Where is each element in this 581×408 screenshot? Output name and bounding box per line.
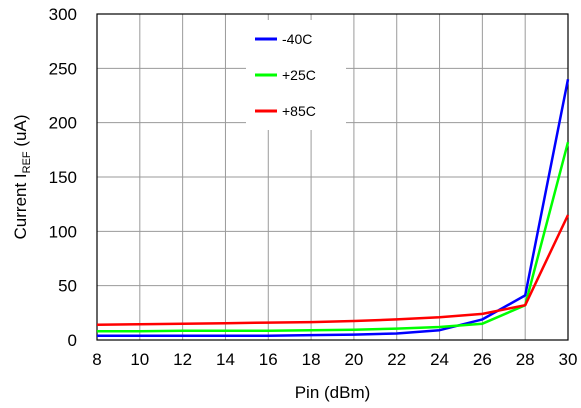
y-tick-label: 300 — [49, 5, 77, 24]
y-tick-label: 50 — [58, 277, 77, 296]
y-axis-label-subscript: REF — [21, 151, 33, 173]
series-line — [96, 214, 570, 327]
y-axis-label-main: Current I — [11, 173, 30, 239]
y-tick-label: 0 — [68, 331, 77, 350]
x-tick-label: 14 — [216, 350, 235, 369]
y-tick-label: 250 — [49, 59, 77, 78]
x-tick-label: 10 — [130, 350, 149, 369]
x-tick-label: 18 — [302, 350, 321, 369]
legend: -40C +25C +85C — [246, 20, 346, 130]
y-tick-label: 100 — [49, 222, 77, 241]
x-tick-label: 22 — [387, 350, 406, 369]
x-tick-label: 28 — [516, 350, 535, 369]
y-axis-label-unit: (uA) — [11, 115, 30, 152]
y-axis-ticks: 0 50 100 150 200 250 300 — [49, 5, 77, 350]
legend-label: -40C — [282, 31, 312, 47]
legend-label: +25C — [282, 67, 316, 83]
x-tick-label: 20 — [344, 350, 363, 369]
y-tick-label: 150 — [49, 168, 77, 187]
x-tick-label: 12 — [173, 350, 192, 369]
x-tick-label: 24 — [430, 350, 449, 369]
y-axis-label: Current IREF (uA) — [11, 115, 33, 240]
y-tick-label: 200 — [49, 114, 77, 133]
legend-label: +85C — [282, 103, 316, 119]
x-tick-label: 16 — [259, 350, 278, 369]
series-lines — [96, 78, 570, 337]
x-tick-label: 8 — [92, 350, 101, 369]
plot-area-frame — [96, 13, 569, 341]
x-tick-label: 26 — [473, 350, 492, 369]
x-axis-ticks: 8 10 12 14 16 18 20 22 24 26 28 30 — [92, 350, 577, 369]
series-line — [97, 78, 570, 337]
series-line — [97, 141, 570, 333]
x-tick-label: 30 — [559, 350, 578, 369]
x-axis-label: Pin (dBm) — [295, 383, 371, 402]
